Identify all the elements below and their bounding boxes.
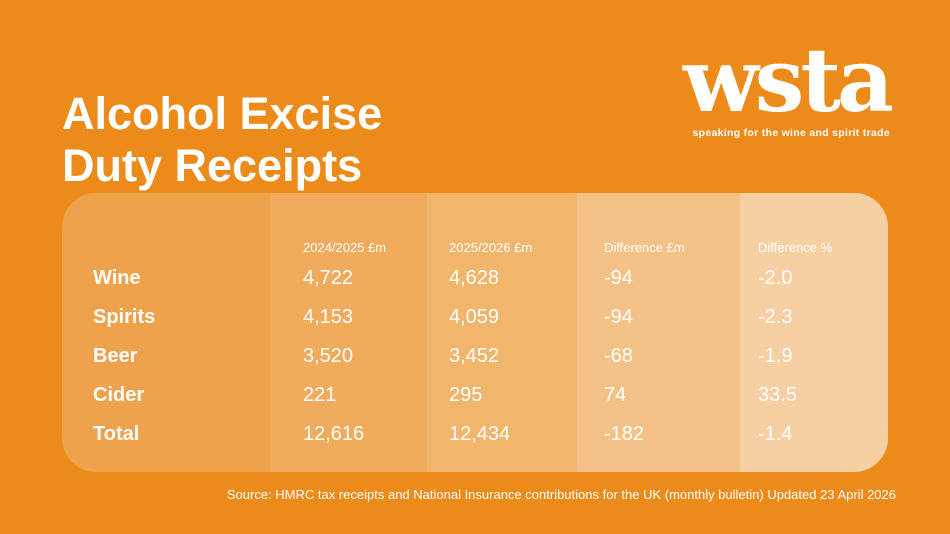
row-label: Spirits [93,306,156,328]
cell-value: -182 [604,423,645,445]
row-label: Beer [93,345,138,367]
wsta-logo: wsta [683,28,894,132]
cell-value: -1.4 [758,423,793,445]
table-grid: 2024/2025 £m 2025/2026 £m Difference £m … [62,193,888,472]
title-line-2: Duty Receipts [62,140,363,192]
source-note: Source: HMRC tax receipts and National I… [226,487,896,502]
row-label: Cider [93,384,145,406]
cell-value: 3,452 [449,345,500,367]
cell-value: 12,616 [303,423,365,445]
cell-value: 74 [604,384,627,406]
column-band-difference-m [577,193,740,472]
brand-block: wsta speaking for the wine and spirit tr… [683,28,894,139]
cell-value: 4,722 [303,267,354,289]
column-header-difference-pct: Difference % [758,240,833,255]
cell-value: 33.5 [758,384,797,406]
column-band-2025-2026 [427,193,577,472]
cell-value: 4,628 [449,267,500,289]
row-label: Wine [93,267,141,289]
column-header-difference-m: Difference £m [604,240,685,255]
cell-value: 3,520 [303,345,354,367]
cell-value: -68 [604,345,633,367]
cell-value: 221 [303,384,337,406]
cell-value: 12,434 [449,423,511,445]
column-header-2024-2025: 2024/2025 £m [303,240,387,255]
cell-value: -1.9 [758,345,793,367]
cell-value: 295 [449,384,483,406]
receipts-table: 2024/2025 £m 2025/2026 £m Difference £m … [62,193,888,472]
column-band-2024-2025 [270,193,427,472]
row-label: Total [93,423,140,445]
title-line-1: Alcohol Excise [62,88,383,140]
cell-value: -2.0 [758,267,793,289]
cell-value: -2.3 [758,306,793,328]
column-header-2025-2026: 2025/2026 £m [449,240,533,255]
column-band-difference-pct [740,193,888,472]
brand-tagline: speaking for the wine and spirit trade [692,127,890,139]
cell-value: 4,153 [303,306,354,328]
cell-value: 4,059 [449,306,500,328]
column-header-blank [62,193,270,259]
cell-value: -94 [604,306,633,328]
page-title: Alcohol Excise Duty Receipts [62,88,382,192]
cell-value: -94 [604,267,633,289]
